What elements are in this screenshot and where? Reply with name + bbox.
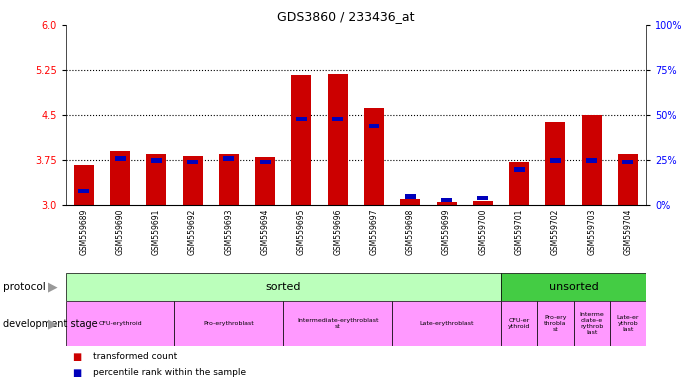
Text: GSM559702: GSM559702 [551, 209, 560, 255]
Bar [260, 160, 271, 164]
Text: GSM559697: GSM559697 [370, 209, 379, 255]
Bar [501, 273, 646, 301]
Bar [283, 301, 392, 346]
Bar [609, 301, 646, 346]
Text: Late-erythroblast: Late-erythroblast [419, 321, 474, 326]
Bar [509, 162, 529, 205]
Bar [392, 301, 501, 346]
Text: GSM559701: GSM559701 [515, 209, 524, 255]
Text: GSM559690: GSM559690 [115, 209, 124, 255]
Text: ■: ■ [73, 352, 82, 362]
Text: GSM559696: GSM559696 [333, 209, 342, 255]
Bar [574, 301, 610, 346]
Bar [623, 160, 634, 164]
Text: GSM559700: GSM559700 [478, 209, 487, 255]
Text: CFU-er
ythroid: CFU-er ythroid [508, 318, 530, 329]
Text: GSM559695: GSM559695 [297, 209, 306, 255]
Bar [364, 108, 384, 205]
Text: percentile rank within the sample: percentile rank within the sample [93, 369, 247, 377]
Text: protocol: protocol [3, 282, 46, 292]
Bar [146, 154, 167, 205]
Text: ■: ■ [73, 368, 82, 378]
Text: GSM559693: GSM559693 [225, 209, 234, 255]
Bar [66, 301, 174, 346]
Bar [296, 117, 307, 121]
Text: sorted: sorted [265, 282, 301, 292]
Bar [174, 301, 283, 346]
Bar [582, 115, 602, 205]
Bar [618, 154, 638, 205]
Bar [545, 122, 565, 205]
Text: GSM559704: GSM559704 [623, 209, 632, 255]
Bar [473, 200, 493, 205]
Text: Pro-erythroblast: Pro-erythroblast [204, 321, 254, 326]
Bar [437, 202, 457, 205]
Bar [66, 273, 501, 301]
Bar [332, 117, 343, 121]
Text: Interme
diate-e
rythrob
last: Interme diate-e rythrob last [579, 312, 604, 335]
Text: ▶: ▶ [48, 317, 57, 330]
Bar [219, 154, 239, 205]
Text: GSM559692: GSM559692 [188, 209, 197, 255]
Text: Late-er
ythrob
last: Late-er ythrob last [616, 315, 639, 332]
Text: ▶: ▶ [48, 281, 57, 293]
Bar [400, 199, 420, 205]
Bar [586, 158, 597, 162]
Bar [368, 124, 379, 128]
Bar [405, 194, 416, 199]
Text: GSM559703: GSM559703 [587, 209, 596, 255]
Bar [501, 301, 538, 346]
Bar [477, 196, 489, 200]
Bar [151, 158, 162, 162]
Bar [328, 74, 348, 205]
Text: transformed count: transformed count [93, 352, 178, 361]
Bar [223, 156, 234, 161]
Bar [110, 151, 130, 205]
Bar [513, 167, 524, 172]
Text: GSM559698: GSM559698 [406, 209, 415, 255]
Bar [115, 156, 126, 161]
Text: development stage: development stage [3, 318, 98, 329]
Bar [441, 198, 452, 202]
Bar [255, 157, 275, 205]
Bar [182, 156, 202, 205]
Text: GSM559694: GSM559694 [261, 209, 269, 255]
Text: GSM559689: GSM559689 [79, 209, 88, 255]
Bar [187, 160, 198, 164]
Bar [292, 75, 312, 205]
Text: CFU-erythroid: CFU-erythroid [98, 321, 142, 326]
Bar [550, 158, 561, 162]
Text: unsorted: unsorted [549, 282, 598, 292]
Bar [78, 189, 89, 193]
Text: GSM559691: GSM559691 [152, 209, 161, 255]
Text: Pro-ery
throbla
st: Pro-ery throbla st [544, 315, 567, 332]
Text: Intermediate-erythroblast
st: Intermediate-erythroblast st [297, 318, 379, 329]
Bar [74, 165, 94, 205]
Text: GSM559699: GSM559699 [442, 209, 451, 255]
Bar [538, 301, 574, 346]
Text: GDS3860 / 233436_at: GDS3860 / 233436_at [277, 10, 414, 23]
